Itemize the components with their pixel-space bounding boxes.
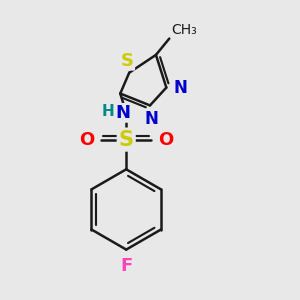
Text: S: S <box>121 52 134 70</box>
Text: O: O <box>158 130 173 148</box>
Text: N: N <box>145 110 158 128</box>
Text: F: F <box>120 257 132 275</box>
Text: N: N <box>116 104 131 122</box>
Text: H: H <box>102 104 114 119</box>
Text: S: S <box>119 130 134 150</box>
Text: N: N <box>174 79 188 97</box>
Text: O: O <box>79 130 94 148</box>
Text: CH₃: CH₃ <box>171 23 196 37</box>
